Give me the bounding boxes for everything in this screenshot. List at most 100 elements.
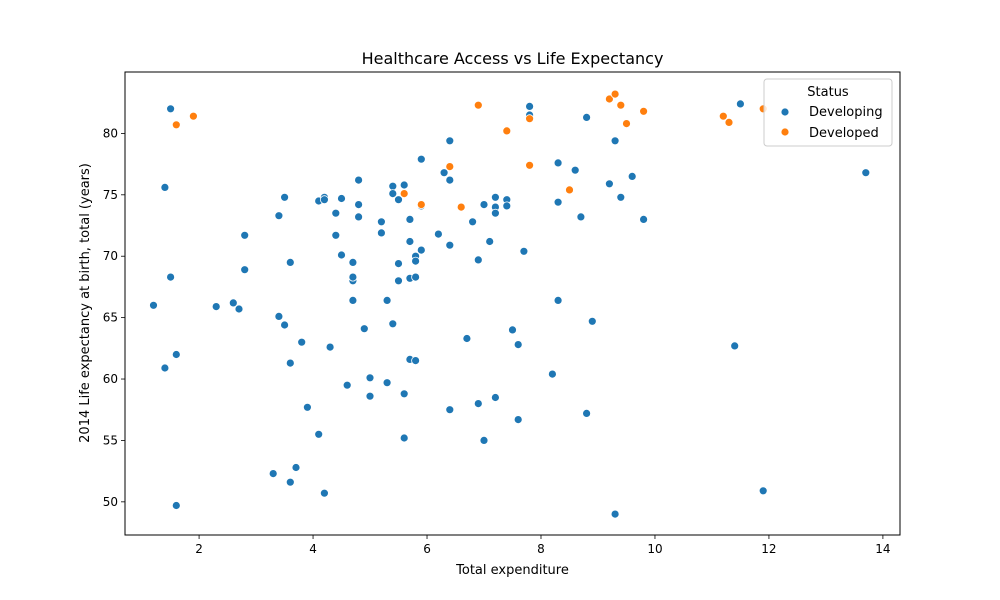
legend-marker-developing — [780, 107, 790, 117]
point-developing-54 — [399, 180, 409, 190]
point-developing-42 — [365, 373, 375, 383]
point-developing-1 — [160, 182, 170, 192]
x-tick-label-14: 14 — [875, 542, 890, 556]
point-developing-95 — [553, 197, 563, 207]
point-developing-58 — [405, 237, 415, 246]
point-developing-2 — [166, 104, 176, 114]
point-developing-41 — [359, 324, 369, 334]
plot-area — [125, 72, 900, 535]
point-developing-77 — [473, 399, 483, 409]
point-developing-100 — [582, 408, 591, 418]
point-developing-15 — [280, 320, 290, 330]
point-developing-7 — [211, 302, 221, 312]
point-developing-9 — [234, 304, 244, 314]
point-developed-16 — [718, 111, 728, 121]
point-developed-3 — [416, 200, 426, 210]
point-developing-29 — [331, 208, 341, 218]
point-developing-5 — [171, 350, 181, 359]
point-developing-22 — [302, 402, 312, 412]
point-developing-48 — [388, 181, 398, 191]
x-tick-label-4: 4 — [309, 542, 317, 556]
point-developing-71 — [445, 240, 455, 250]
y-tick-label-80: 80 — [103, 126, 118, 140]
point-developing-97 — [570, 165, 580, 175]
point-developing-10 — [240, 230, 250, 240]
point-developing-64 — [411, 356, 421, 366]
point-developing-62 — [411, 256, 421, 266]
point-developing-55 — [399, 433, 409, 443]
legend-marker-developed — [780, 127, 790, 137]
y-tick-label-60: 60 — [103, 372, 118, 386]
point-developing-26 — [319, 195, 329, 205]
point-developing-28 — [325, 342, 335, 352]
x-axis-ticks: 2 4 6 8 10 12 14 — [195, 535, 891, 556]
point-developing-108 — [730, 341, 740, 351]
point-developing-53 — [394, 259, 403, 269]
point-developing-107 — [639, 214, 648, 224]
legend-title: Status — [807, 85, 849, 100]
point-developing-40 — [354, 200, 364, 210]
point-developed-0 — [171, 120, 181, 130]
point-developing-31 — [337, 194, 346, 203]
x-tick-label-10: 10 — [647, 542, 662, 556]
point-developing-3 — [166, 272, 176, 282]
point-developing-99 — [582, 113, 591, 122]
y-tick-label-55: 55 — [103, 433, 118, 447]
point-developed-6 — [473, 100, 483, 110]
point-developing-0 — [149, 300, 158, 310]
y-tick-label-65: 65 — [103, 311, 118, 325]
plot-frame — [124, 71, 901, 536]
point-developing-27 — [319, 488, 329, 498]
point-developing-46 — [382, 295, 392, 305]
point-developed-10 — [565, 185, 574, 195]
point-developing-30 — [331, 230, 341, 240]
point-developing-74 — [462, 334, 472, 343]
point-developing-24 — [314, 429, 324, 439]
point-developing-38 — [354, 175, 364, 185]
point-developed-11 — [605, 94, 614, 104]
point-developing-18 — [285, 358, 295, 368]
point-developing-68 — [433, 229, 443, 239]
point-developed-12 — [610, 89, 620, 99]
point-developing-34 — [348, 295, 358, 305]
point-developing-13 — [274, 211, 284, 221]
point-developing-43 — [365, 391, 375, 401]
point-developed-14 — [622, 119, 631, 128]
point-developed-1 — [188, 111, 198, 121]
point-developing-50 — [388, 319, 398, 329]
x-tick-label-6: 6 — [423, 542, 431, 556]
point-developing-93 — [548, 369, 557, 379]
point-developed-13 — [616, 100, 626, 110]
point-developing-102 — [605, 179, 614, 189]
point-developing-4 — [160, 363, 170, 373]
chart-title: Healthcare Access vs Life Expectancy — [362, 49, 664, 68]
x-tick-label-8: 8 — [537, 542, 545, 556]
legend: Status Developing Developed — [763, 78, 893, 147]
point-developing-12 — [268, 469, 278, 479]
point-developing-36 — [348, 272, 358, 282]
point-developing-17 — [285, 257, 295, 267]
point-developing-51 — [394, 195, 403, 205]
point-developing-73 — [445, 405, 455, 415]
point-developing-33 — [342, 380, 352, 390]
point-developing-81 — [490, 192, 500, 202]
point-developing-65 — [416, 154, 426, 164]
y-tick-label-75: 75 — [103, 188, 118, 202]
point-developed-7 — [502, 126, 512, 136]
y-tick-label-50: 50 — [103, 495, 118, 509]
y-axis-ticks: 50 55 60 65 70 75 80 — [103, 126, 125, 509]
point-developing-98 — [576, 212, 586, 222]
data-points — [149, 89, 871, 519]
point-developing-45 — [376, 228, 386, 238]
point-developing-101 — [587, 316, 597, 326]
point-developing-6 — [171, 501, 181, 510]
point-developed-2 — [399, 189, 409, 199]
point-developing-110 — [758, 486, 768, 496]
point-developed-15 — [639, 106, 648, 116]
legend-label-developed: Developed — [809, 126, 879, 141]
point-developing-32 — [337, 250, 346, 260]
point-developing-69 — [439, 168, 449, 178]
point-developing-67 — [416, 245, 426, 255]
point-developing-80 — [485, 237, 495, 246]
